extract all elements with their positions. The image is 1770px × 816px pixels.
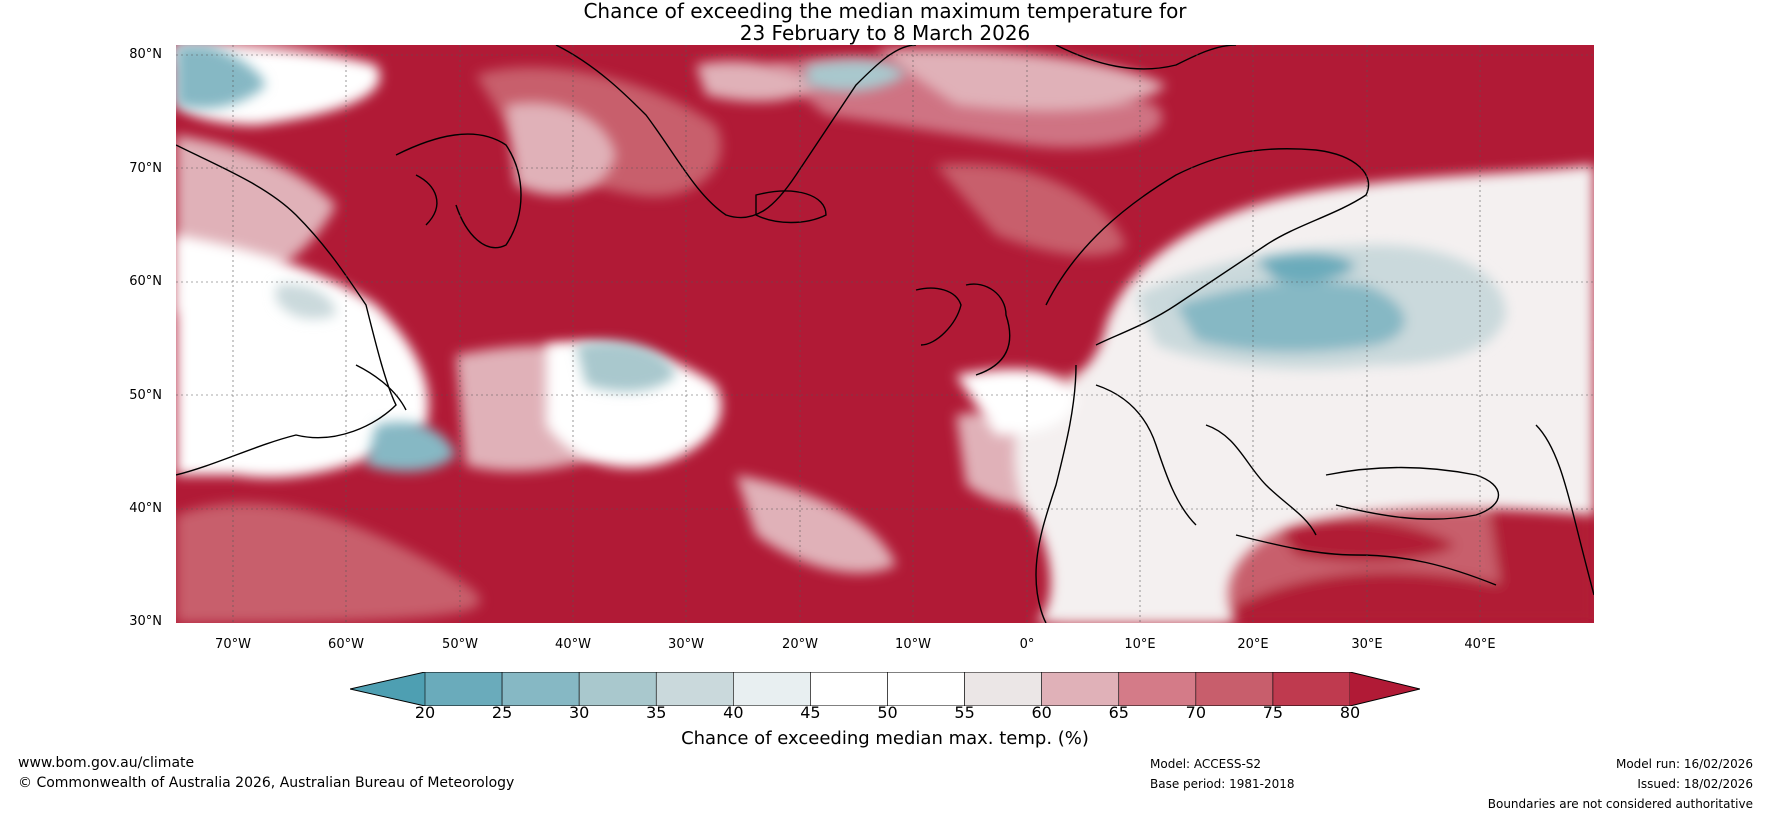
footer-copyright: © Commonwealth of Australia 2026, Austra…: [18, 775, 515, 791]
lon-label-70w: 70°W: [215, 637, 251, 652]
colorbar-tick-label: 55: [954, 703, 975, 722]
colorbar-tick-label: 35: [646, 703, 667, 722]
lat-label-80n: 80°N: [129, 47, 162, 62]
colorbar-tick-label: 40: [723, 703, 744, 722]
colorbar-tick-label: 80: [1339, 703, 1361, 722]
lon-label-20e: 20°E: [1237, 637, 1269, 652]
lat-label-60n: 60°N: [129, 274, 162, 289]
colorbar-segment: [424, 672, 503, 706]
colorbar-segment: [501, 672, 580, 706]
colorbar-segment: [733, 672, 811, 706]
lon-label-20w: 20°W: [782, 637, 818, 652]
chart-title: Chance of exceeding the median maximum t…: [0, 0, 1770, 44]
lon-label-0: 0°: [1019, 637, 1035, 652]
colorbar-label: Chance of exceeding median max. temp. (%…: [681, 728, 1089, 749]
coastlines: [176, 45, 1594, 623]
footer-model-run: Model run: 16/02/2026: [1615, 757, 1753, 771]
colorbar-segment: [1195, 672, 1274, 706]
colorbar-tick-label: 60: [1031, 703, 1052, 722]
colorbar: [350, 672, 1420, 706]
temperature-probability-map: [176, 45, 1594, 623]
colorbar-extension-high: [1350, 672, 1420, 706]
lat-label-30n: 30°N: [129, 614, 162, 629]
colorbar-segment: [1272, 672, 1351, 706]
title-line-2: 23 February to 8 March 2026: [739, 21, 1031, 45]
footer-issued: Issued: 18/02/2026: [1637, 777, 1753, 791]
graticule: [176, 45, 1594, 623]
footer-base-period: Base period: 1981-2018: [1150, 777, 1295, 791]
lat-label-70n: 70°N: [129, 161, 162, 176]
lon-label-30w: 30°W: [668, 637, 704, 652]
colorbar-tick-label: 30: [568, 703, 590, 722]
colorbar-tick-label: 75: [1262, 703, 1284, 722]
colorbar-tick-label: 25: [491, 703, 513, 722]
colorbar-segment: [810, 672, 888, 706]
title-line-1: Chance of exceeding the median maximum t…: [583, 0, 1187, 23]
lon-label-50w: 50°W: [442, 637, 478, 652]
lon-label-40w: 40°W: [555, 637, 591, 652]
colorbar-tick-label: 20: [414, 703, 436, 722]
colorbar-tick-label: 70: [1185, 703, 1206, 722]
map-svg: [176, 45, 1594, 623]
colorbar-tick-label: 50: [877, 703, 898, 722]
lat-label-50n: 50°N: [129, 388, 162, 403]
lon-label-60w: 60°W: [328, 637, 364, 652]
colorbar-segment: [1041, 672, 1120, 706]
colorbar-tick-label: 45: [800, 703, 821, 722]
footer-model: Model: ACCESS-S2: [1150, 757, 1262, 771]
colorbar-tick-label: 65: [1108, 703, 1129, 722]
lon-label-40e: 40°E: [1464, 637, 1496, 652]
colorbar-segment: [1118, 672, 1197, 706]
colorbar-segment: [578, 672, 657, 706]
colorbar-segment: [964, 672, 1042, 706]
lat-label-40n: 40°N: [129, 501, 162, 516]
colorbar-segment: [655, 672, 734, 706]
colorbar-segment: [887, 672, 965, 706]
lon-label-10e: 10°E: [1124, 637, 1156, 652]
footer-disclaimer: Boundaries are not considered authoritat…: [1487, 797, 1753, 811]
probability-field-below-45: [176, 45, 1506, 472]
lon-label-10w: 10°W: [895, 637, 931, 652]
footer-url[interactable]: www.bom.gov.au/climate: [18, 755, 195, 771]
colorbar-extension-low: [350, 672, 425, 706]
lon-label-30e: 30°E: [1351, 637, 1383, 652]
